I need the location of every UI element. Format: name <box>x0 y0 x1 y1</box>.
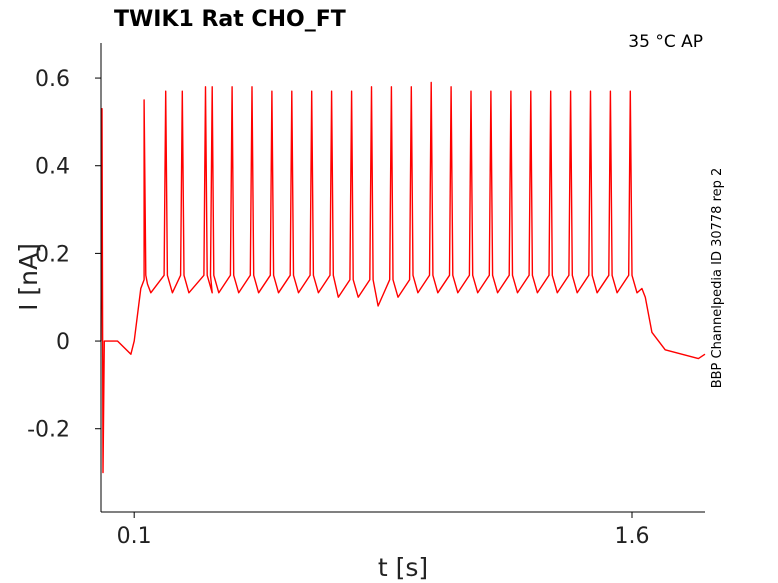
y-tick-label: 0.4 <box>35 155 70 180</box>
condition-annotation: 35 °C AP <box>628 32 703 52</box>
x-ticks: 0.1 1.6 <box>117 512 649 549</box>
series-line <box>100 81 706 474</box>
y-tick-label: 0.6 <box>35 67 70 92</box>
y-axis-label: I [nA] <box>14 243 43 311</box>
y-tick-label: 0 <box>56 330 70 355</box>
x-tick-label: 1.6 <box>614 524 649 549</box>
y-ticks: 0.6 0.4 0.2 0 -0.2 <box>27 67 101 443</box>
x-axis-label: t [s] <box>378 553 428 582</box>
y-tick-label: -0.2 <box>27 418 70 443</box>
chart-title: TWIK1 Rat CHO_FT <box>114 7 346 32</box>
plot-area <box>100 81 706 474</box>
side-label: BBP Channelpedia ID 30778 rep 2 <box>710 168 725 389</box>
y-tick-label: 0.2 <box>35 242 70 267</box>
x-tick-label: 0.1 <box>117 524 152 549</box>
